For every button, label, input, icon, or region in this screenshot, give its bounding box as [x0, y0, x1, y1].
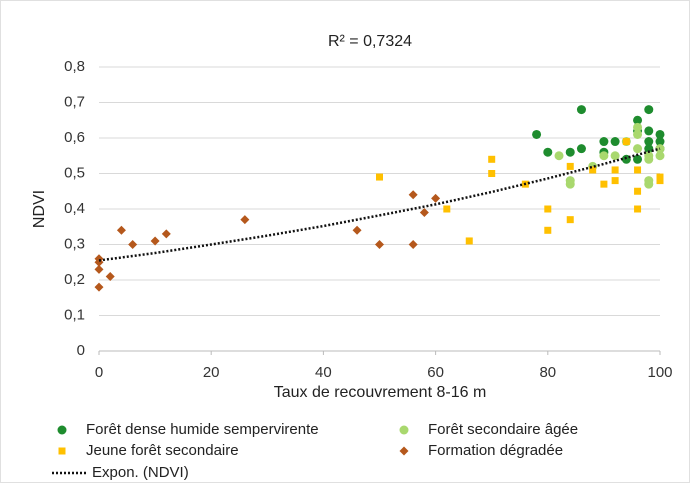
point: [431, 193, 441, 203]
point: [419, 208, 429, 218]
legend-label: Jeune forêt secondaire: [86, 442, 239, 459]
point: [465, 237, 473, 245]
point: [375, 240, 384, 249]
y-tick-label: 0: [77, 342, 85, 359]
point: [544, 226, 552, 234]
point: [599, 137, 609, 147]
legend-label: Formation dégradée: [428, 442, 563, 459]
point: [566, 162, 574, 170]
point: [644, 179, 654, 189]
point: [644, 137, 654, 147]
point: [376, 173, 383, 181]
x-axis-label: Taux de recouvrement 8-16 m: [274, 384, 487, 401]
point: [655, 129, 665, 139]
point: [532, 129, 542, 139]
point: [633, 129, 643, 139]
point: [610, 137, 620, 147]
x-tick-label: 80: [539, 364, 556, 381]
point: [634, 166, 642, 174]
trendline: [98, 147, 661, 262]
chart-title: R² = 0,7324: [328, 33, 412, 50]
point: [644, 154, 654, 164]
x-tick-label: 0: [95, 364, 103, 381]
point: [488, 170, 496, 177]
y-tick-label: 0,6: [64, 129, 85, 146]
point: [611, 166, 619, 174]
point: [544, 205, 552, 213]
point: [611, 177, 619, 185]
point: [408, 190, 418, 200]
y-tick-label: 0,2: [64, 271, 85, 288]
point: [576, 144, 586, 154]
legend-label: Forêt secondaire âgée: [428, 421, 578, 438]
legend-marker: [57, 425, 67, 435]
point: [150, 236, 160, 246]
point: [633, 115, 643, 125]
y-tick-label: 0,7: [64, 93, 85, 110]
point: [589, 166, 597, 174]
x-tick-label: 40: [315, 364, 332, 381]
point: [600, 180, 608, 188]
point: [240, 215, 250, 225]
point: [94, 282, 104, 292]
y-axis-label: NDVI: [31, 190, 48, 228]
point: [644, 144, 654, 154]
y-tick-label: 0,3: [64, 235, 85, 252]
point: [634, 205, 642, 213]
point: [655, 151, 665, 161]
point: [634, 187, 642, 195]
point: [565, 147, 575, 157]
legend-marker: [399, 446, 409, 456]
point: [622, 138, 630, 146]
point: [633, 122, 643, 132]
point: [116, 225, 126, 235]
point: [94, 257, 104, 267]
point: [576, 105, 586, 115]
point: [599, 151, 609, 161]
point: [633, 144, 643, 154]
point: [443, 205, 451, 213]
x-tick-label: 20: [203, 364, 220, 381]
legend-label: Forêt dense humide sempervirente: [86, 421, 319, 438]
legend-marker: [58, 447, 66, 455]
point: [352, 225, 362, 235]
point: [656, 173, 664, 181]
point: [94, 264, 104, 274]
y-tick-label: 0,1: [64, 306, 85, 323]
point: [644, 105, 654, 115]
point: [554, 151, 564, 161]
point: [161, 229, 171, 239]
y-tick-label: 0,4: [64, 200, 85, 217]
point: [656, 177, 664, 185]
point: [128, 240, 138, 249]
point: [655, 137, 665, 147]
point: [565, 179, 575, 189]
point: [644, 126, 654, 136]
point: [488, 155, 496, 163]
legend-marker: [399, 425, 409, 435]
point: [408, 240, 418, 249]
point: [105, 271, 115, 281]
legend-label: Expon. (NDVI): [92, 464, 189, 481]
point: [610, 151, 620, 161]
point: [543, 147, 553, 157]
x-tick-label: 60: [427, 364, 444, 381]
y-tick-label: 0,8: [64, 58, 85, 75]
y-tick-label: 0,5: [64, 164, 85, 181]
x-tick-label: 100: [647, 364, 672, 381]
point: [566, 216, 574, 224]
point: [633, 154, 643, 164]
